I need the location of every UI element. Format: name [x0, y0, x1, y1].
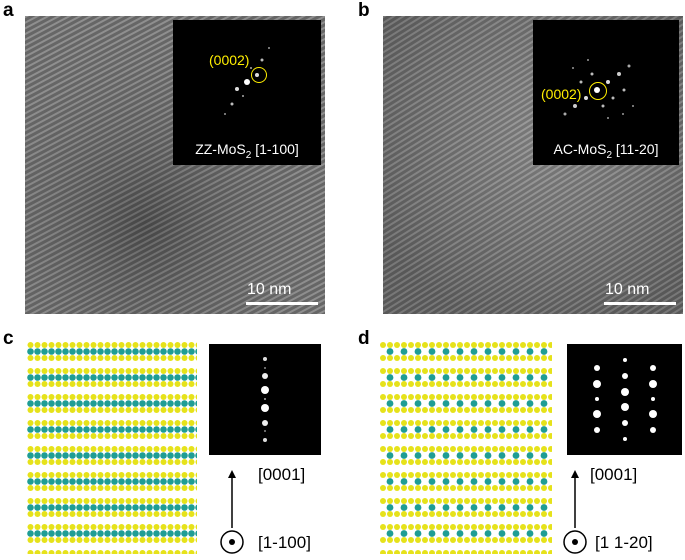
scale-bar-b [604, 302, 676, 305]
scale-bar-a [246, 302, 318, 305]
inset-caption-a: ZZ-MoS2 [1-100] [195, 141, 299, 161]
reflection-label-b: (0002) [541, 86, 582, 102]
axis-label-out-c: [1-100] [258, 533, 311, 552]
inset-caption-b: AC-MoS2 [11-20] [553, 141, 659, 161]
atomic-model-d [380, 342, 552, 554]
panel-label-d: d [358, 328, 370, 349]
hrtem-image-b: (0002) AC-MoS2 [11-20] 10 nm [383, 16, 683, 314]
atomic-model-c [27, 342, 197, 554]
reflection-circle-a [251, 67, 267, 83]
fft-inset-b: (0002) AC-MoS2 [11-20] [533, 20, 679, 165]
axis-label-up-d: [0001] [590, 465, 638, 484]
axis-label-out-d: [1 1-20] [595, 533, 653, 552]
axis-arrow-c [222, 470, 242, 542]
reflection-label-a: (0002) [209, 52, 250, 68]
axis-arrow-d [565, 470, 585, 542]
hrtem-image-a: (0002) ZZ-MoS2 [1-100] 10 nm [25, 16, 325, 314]
axis-label-up-c: [0001] [258, 465, 306, 484]
out-of-plane-icon-c [219, 529, 245, 555]
panel-label-a: a [3, 0, 14, 21]
fft-inset-a: (0002) ZZ-MoS2 [1-100] [173, 20, 321, 165]
simulated-diffraction-c [209, 344, 321, 455]
simulated-diffraction-d [567, 344, 682, 455]
panel-label-b: b [358, 0, 370, 21]
scale-bar-label-a: 10 nm [247, 281, 292, 298]
reflection-circle-b [589, 82, 607, 100]
panel-label-c: c [3, 328, 14, 349]
scale-bar-label-b: 10 nm [605, 281, 650, 298]
out-of-plane-icon-d [562, 529, 588, 555]
